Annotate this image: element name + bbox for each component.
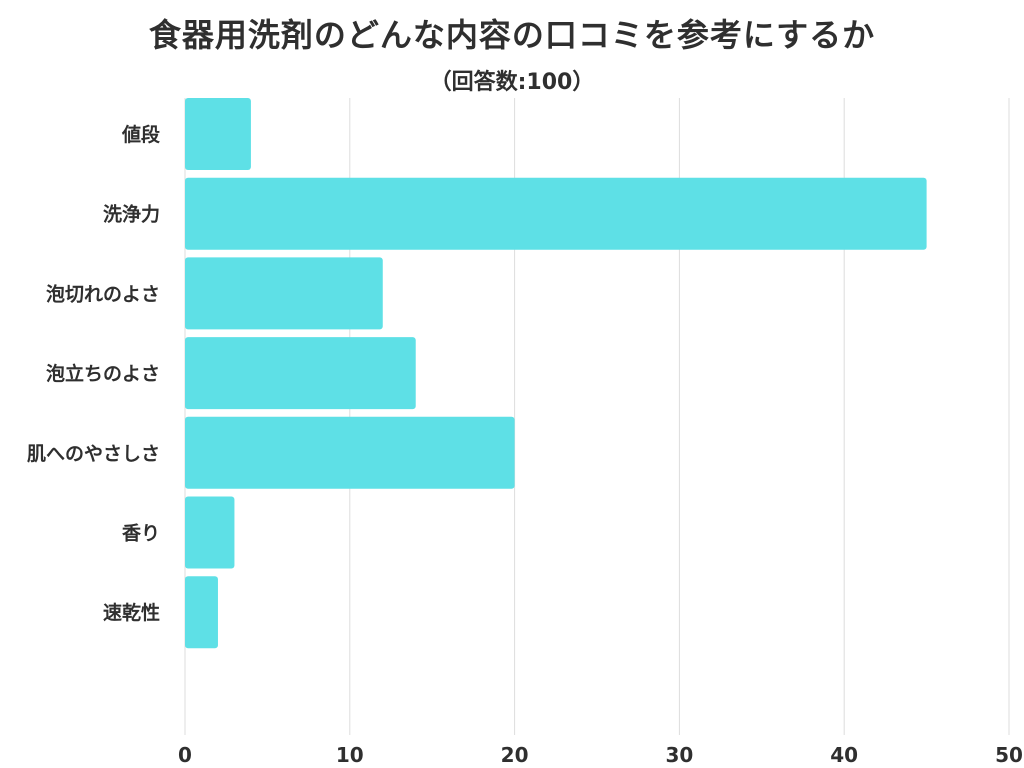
category-label: 速乾性 [103, 601, 160, 624]
category-label: 肌へのやさしさ [27, 443, 160, 465]
category-label: 洗浄力 [103, 203, 160, 226]
bar [185, 576, 218, 649]
x-tick-label: 50 [995, 743, 1023, 767]
category-label: 泡切れのよさ [46, 282, 160, 305]
x-tick-label: 10 [336, 743, 364, 767]
bar [185, 177, 927, 250]
bar [185, 416, 515, 489]
bar [185, 496, 235, 569]
bar [185, 257, 383, 330]
bar [185, 98, 251, 170]
chart-subtitle: （回答数:100） [429, 70, 595, 95]
x-tick-label: 40 [830, 743, 858, 767]
x-tick-label: 0 [178, 743, 192, 767]
chart-title: 食器用洗剤のどんな内容の口コミを参考にするか [148, 16, 876, 54]
bar [185, 337, 416, 410]
category-label: 泡立ちのよさ [46, 362, 160, 385]
category-label: 値段 [121, 123, 161, 146]
category-label: 香り [121, 523, 160, 545]
x-tick-label: 30 [665, 743, 693, 767]
x-tick-label: 20 [501, 743, 529, 767]
